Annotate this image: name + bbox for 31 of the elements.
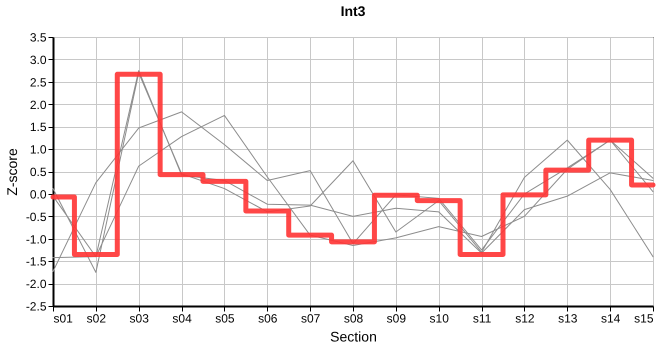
y-tick-label: -1.5 [26,254,47,269]
y-tick-label: 0.0 [30,187,47,202]
x-tick-label: s12 [515,312,535,326]
chart-title: Int3 [340,3,366,19]
x-tick-label: s14 [600,312,621,326]
x-tick-label: s09 [386,312,406,326]
y-tick-label: 2.5 [30,75,47,90]
y-tick-label: 1.0 [30,142,47,157]
x-tick-label: s10 [430,312,450,326]
x-tick-label: s06 [258,312,278,326]
x-tick-label: s03 [130,312,150,326]
y-tick-label: 1.5 [30,120,47,134]
x-tick-label: s11 [472,312,492,326]
y-tick-label: 3.5 [30,30,47,44]
y-tick-label: 0.5 [30,165,47,179]
y-tick-label: -0.5 [26,210,47,224]
x-axis-title: Section [330,328,377,344]
x-tick-label: s04 [172,312,192,326]
y-tick-label: 2.0 [30,98,47,112]
y-tick-label: 3.0 [30,52,47,67]
y-axis-title: Z-score [4,148,20,196]
y-tick-label: -2.0 [26,277,47,292]
x-tick-label: s05 [215,312,235,326]
x-tick-label: s08 [344,312,364,326]
x-tick-label: s07 [300,312,321,326]
y-tick-label: -1.0 [26,232,47,246]
x-tick-label: s02 [86,312,106,326]
x-tick-label: s01 [54,312,74,326]
y-tick-label: -2.5 [26,300,47,314]
x-tick-label: s13 [558,312,578,326]
x-tick-label: s15 [634,312,654,326]
